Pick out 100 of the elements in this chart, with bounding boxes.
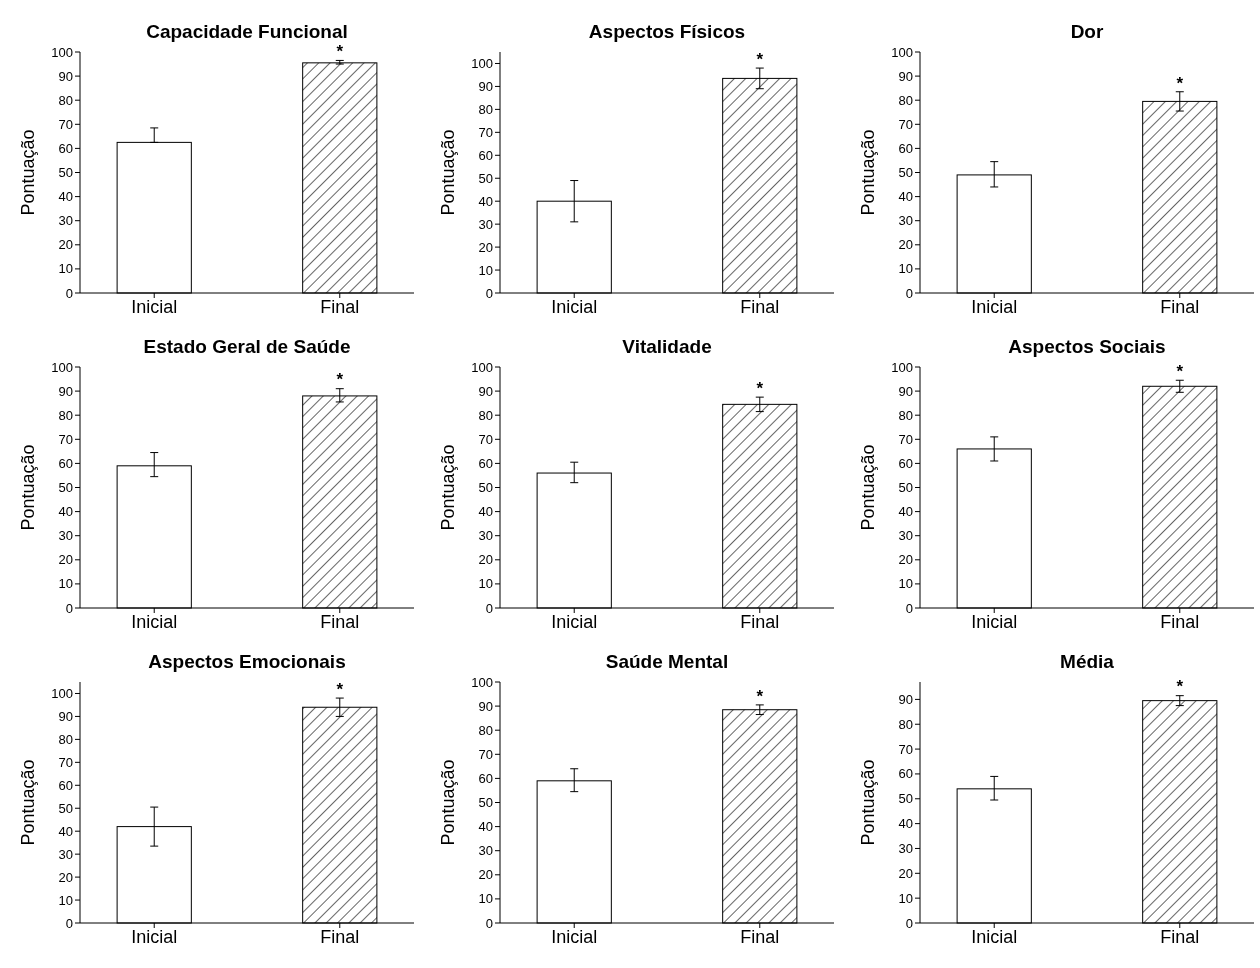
y-tick-label: 40 bbox=[58, 189, 73, 205]
annotation: * bbox=[1176, 73, 1184, 93]
y-tick-label: 10 bbox=[58, 576, 73, 592]
y-tick-label: 30 bbox=[898, 841, 913, 857]
y-tick-label: 80 bbox=[478, 407, 493, 423]
y-tick-label: 20 bbox=[58, 237, 73, 253]
annotation: * bbox=[1176, 362, 1184, 382]
y-tick-label: 50 bbox=[898, 165, 913, 181]
y-tick-label: 20 bbox=[58, 869, 73, 885]
y-tick-label: 90 bbox=[58, 383, 73, 399]
y-axis-title: Pontuação bbox=[18, 444, 38, 531]
y-tick-label: 80 bbox=[898, 92, 913, 108]
y-tick-label: 100 bbox=[51, 686, 73, 702]
y-tick-label: 40 bbox=[58, 823, 73, 839]
y-tick-label: 70 bbox=[898, 741, 913, 757]
chart-title: Vitalidade bbox=[622, 336, 712, 357]
x-tick-label: Inicial bbox=[131, 297, 178, 317]
y-tick-label: 90 bbox=[58, 68, 73, 84]
y-tick-label: 50 bbox=[478, 480, 493, 496]
y-tick-label: 100 bbox=[51, 359, 73, 375]
y-tick-label: 100 bbox=[471, 359, 493, 375]
y-tick-label: 0 bbox=[905, 600, 913, 616]
y-tick-label: 10 bbox=[478, 262, 493, 278]
y-tick-label: 100 bbox=[891, 359, 913, 375]
chart-title: Saúde Mental bbox=[605, 651, 729, 672]
y-tick-label: 90 bbox=[898, 383, 913, 399]
x-tick-label: Final bbox=[740, 927, 780, 947]
annotation: * bbox=[1176, 677, 1184, 697]
y-tick-label: 20 bbox=[478, 239, 493, 255]
y-tick-label: 60 bbox=[478, 147, 493, 163]
y-tick-label: 80 bbox=[58, 407, 73, 423]
y-tick-label: 30 bbox=[898, 213, 913, 229]
y-tick-label: 40 bbox=[898, 504, 913, 520]
y-tick-label: 70 bbox=[898, 431, 913, 447]
annotation: * bbox=[756, 378, 764, 398]
annotation: * bbox=[336, 679, 344, 699]
x-tick-label: Inicial bbox=[131, 612, 178, 632]
chart-title: Aspectos Emocionais bbox=[148, 651, 346, 672]
y-tick-label: 40 bbox=[478, 819, 493, 835]
y-tick-label: 50 bbox=[898, 791, 913, 807]
y-tick-label: 70 bbox=[58, 116, 73, 132]
y-tick-label: 90 bbox=[58, 708, 73, 724]
y-tick-label: 20 bbox=[898, 237, 913, 253]
y-tick-label: 30 bbox=[478, 843, 493, 859]
x-tick-label: Inicial bbox=[971, 297, 1018, 317]
y-tick-label: 70 bbox=[478, 124, 493, 140]
y-tick-label: 60 bbox=[58, 140, 73, 156]
x-tick-label: Inicial bbox=[551, 927, 598, 947]
chart-title: Média bbox=[1060, 651, 1115, 672]
y-axis-title: Pontuação bbox=[18, 759, 38, 846]
y-tick-label: 50 bbox=[58, 480, 73, 496]
y-tick-label: 80 bbox=[898, 716, 913, 732]
x-tick-label: Final bbox=[1160, 612, 1200, 632]
chart-title: Aspectos Físicos bbox=[588, 21, 746, 42]
y-tick-label: 60 bbox=[58, 777, 73, 793]
y-tick-label: 50 bbox=[478, 170, 493, 186]
x-tick-label: Final bbox=[320, 612, 360, 632]
x-tick-label: Inicial bbox=[551, 297, 598, 317]
y-tick-label: 20 bbox=[478, 552, 493, 568]
y-tick-label: 0 bbox=[485, 915, 493, 931]
x-tick-label: Final bbox=[740, 297, 780, 317]
annotation: * bbox=[336, 370, 344, 390]
chart-title: Aspectos Sociais bbox=[1008, 336, 1166, 357]
y-axis-title: Pontuação bbox=[18, 129, 38, 216]
y-tick-label: 70 bbox=[898, 116, 913, 132]
annotation: * bbox=[336, 42, 344, 62]
y-tick-label: 30 bbox=[58, 213, 73, 229]
y-tick-label: 70 bbox=[58, 431, 73, 447]
y-tick-label: 60 bbox=[478, 770, 493, 786]
y-tick-label: 80 bbox=[58, 731, 73, 747]
y-tick-label: 10 bbox=[478, 891, 493, 907]
y-tick-label: 10 bbox=[898, 576, 913, 592]
y-tick-label: 80 bbox=[58, 92, 73, 108]
y-tick-label: 50 bbox=[898, 480, 913, 496]
x-tick-label: Inicial bbox=[551, 612, 598, 632]
y-tick-label: 80 bbox=[478, 101, 493, 117]
x-tick-label: Final bbox=[320, 927, 360, 947]
y-axis-title: Pontuação bbox=[858, 444, 878, 531]
y-tick-label: 90 bbox=[478, 78, 493, 94]
y-tick-label: 70 bbox=[58, 754, 73, 770]
y-tick-label: 40 bbox=[898, 189, 913, 205]
y-tick-label: 20 bbox=[898, 865, 913, 881]
y-tick-label: 0 bbox=[485, 600, 493, 616]
y-tick-label: 0 bbox=[485, 285, 493, 301]
y-tick-label: 0 bbox=[905, 915, 913, 931]
y-tick-label: 70 bbox=[478, 746, 493, 762]
y-tick-label: 50 bbox=[58, 800, 73, 816]
y-tick-label: 40 bbox=[478, 504, 493, 520]
y-tick-label: 90 bbox=[898, 68, 913, 84]
y-tick-label: 20 bbox=[478, 867, 493, 883]
x-tick-label: Inicial bbox=[971, 612, 1018, 632]
y-tick-label: 30 bbox=[478, 216, 493, 232]
y-tick-label: 30 bbox=[898, 528, 913, 544]
y-tick-label: 10 bbox=[478, 576, 493, 592]
y-axis-title: Pontuação bbox=[858, 759, 878, 846]
y-tick-label: 60 bbox=[898, 766, 913, 782]
y-tick-label: 50 bbox=[478, 795, 493, 811]
y-tick-label: 30 bbox=[58, 846, 73, 862]
y-tick-label: 10 bbox=[898, 261, 913, 277]
annotation: * bbox=[756, 686, 764, 706]
